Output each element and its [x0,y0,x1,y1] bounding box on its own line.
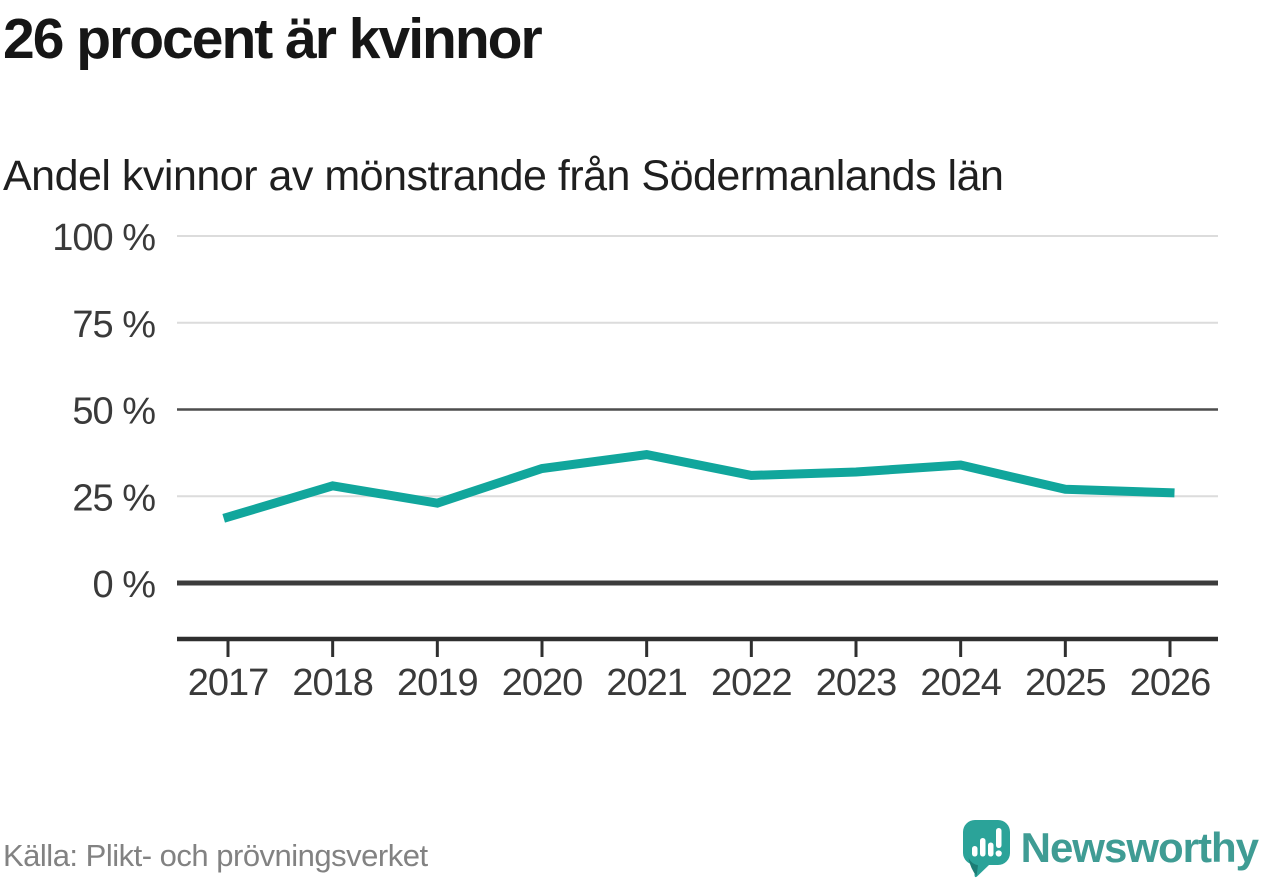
logo-bar-1 [971,845,978,856]
x-axis-label-2025: 2025 [1025,662,1106,704]
data-line-andel-kvinnor [222,450,1175,523]
newsworthy-logo-icon [962,819,1010,877]
speech-bubble-shadow [968,857,978,876]
x-axis-label-2018: 2018 [292,662,373,704]
chart-title: 26 procent är kvinnor [3,7,543,71]
newsworthy-logo-text: Newsworthy [1020,824,1259,871]
y-axis-label-100: 100 % [52,217,155,259]
logo-exclamation-dot [995,849,1002,857]
y-axis-label-0: 0 % [93,564,156,606]
x-axis-label-2019: 2019 [397,662,478,704]
x-axis-label-2022: 2022 [711,662,792,704]
source-note: Källa: Plikt- och prövningsverket [3,838,428,873]
logo-bar-2 [979,837,986,856]
x-axis-label-2024: 2024 [920,662,1001,704]
chart-subtitle: Andel kvinnor av mönstrande från Söderma… [3,152,1004,200]
logo-bar-3 [987,842,994,856]
x-axis-label-2020: 2020 [502,662,583,704]
speech-bubble-shape [962,819,1010,877]
y-axis-label-25: 25 % [72,477,155,519]
x-axis-label-2023: 2023 [816,662,897,704]
x-axis-label-2021: 2021 [606,662,687,704]
newsworthy-logo: Newsworthy [962,818,1259,878]
y-axis-label-75: 75 % [72,304,155,346]
x-axis-label-2017: 2017 [188,662,269,704]
y-axis-label-50: 50 % [72,391,155,433]
logo-exclamation-bar [995,827,1002,848]
x-axis-label-2026: 2026 [1130,662,1211,704]
